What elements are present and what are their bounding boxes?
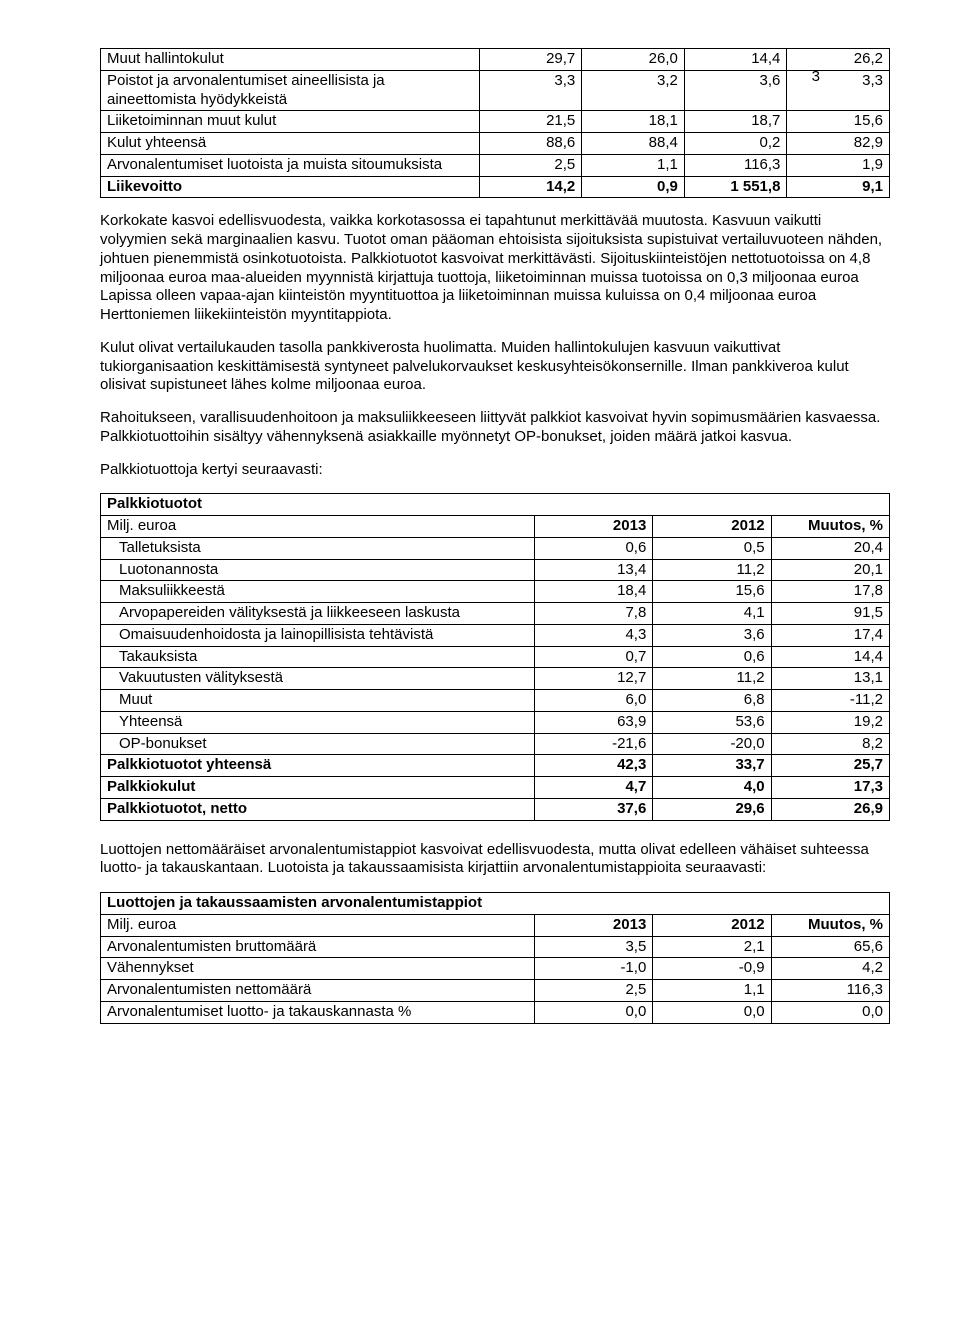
- table-row: Arvopapereiden välityksestä ja liikkeese…: [101, 603, 890, 625]
- table-row: Maksuliikkeestä18,415,617,8: [101, 581, 890, 603]
- table-row: Poistot ja arvonalentumiset aineellisist…: [101, 70, 890, 111]
- table-row: Arvonalentumisten bruttomäärä3,52,165,6: [101, 936, 890, 958]
- table-header-row: Milj. euroa20132012Muutos, %: [101, 516, 890, 538]
- table-title-row: Luottojen ja takaussaamisten arvonalentu…: [101, 893, 890, 915]
- table-header-row: Milj. euroa20132012Muutos, %: [101, 914, 890, 936]
- table-row: Palkkiotuotot, netto37,629,626,9: [101, 798, 890, 820]
- table-row: Omaisuudenhoidosta ja lainopillisista te…: [101, 624, 890, 646]
- table-row: Palkkiotuotot yhteensä42,333,725,7: [101, 755, 890, 777]
- paragraph: Luottojen nettomääräiset arvonalentumist…: [100, 841, 890, 879]
- table-expenses: Muut hallintokulut29,726,014,426,2Poisto…: [100, 48, 890, 198]
- table-row: OP-bonukset-21,6-20,08,2: [101, 733, 890, 755]
- table-row: Talletuksista0,60,520,4: [101, 537, 890, 559]
- table-row: Muut6,06,8-11,2: [101, 690, 890, 712]
- table-row: Muut hallintokulut29,726,014,426,2: [101, 49, 890, 71]
- table-title-row: Palkkiotuotot: [101, 494, 890, 516]
- table-row: Vähennykset-1,0-0,94,2: [101, 958, 890, 980]
- paragraph: Kulut olivat vertailukauden tasolla pank…: [100, 339, 890, 395]
- table-row: Arvonalentumiset luotto- ja takauskannas…: [101, 1001, 890, 1023]
- table-arvonalentumistappiot: Luottojen ja takaussaamisten arvonalentu…: [100, 892, 890, 1024]
- table-row: Kulut yhteensä88,688,40,282,9: [101, 133, 890, 155]
- table-row: Yhteensä63,953,619,2: [101, 711, 890, 733]
- table-row: Liikevoitto14,20,91 551,89,1: [101, 176, 890, 198]
- paragraph: Korkokate kasvoi edellisvuodesta, vaikka…: [100, 212, 890, 325]
- paragraph: Rahoitukseen, varallisuudenhoitoon ja ma…: [100, 409, 890, 447]
- table-row: Arvonalentumiset luotoista ja muista sit…: [101, 154, 890, 176]
- table-row: Vakuutusten välityksestä12,711,213,1: [101, 668, 890, 690]
- page-number: 3: [812, 68, 820, 87]
- table-row: Arvonalentumisten nettomäärä2,51,1116,3: [101, 980, 890, 1002]
- table-row: Liiketoiminnan muut kulut21,518,118,715,…: [101, 111, 890, 133]
- table-row: Palkkiokulut4,74,017,3: [101, 777, 890, 799]
- table-row: Luotonannosta13,411,220,1: [101, 559, 890, 581]
- table-row: Takauksista0,70,614,4: [101, 646, 890, 668]
- table-palkkiotuotot: PalkkiotuototMilj. euroa20132012Muutos, …: [100, 493, 890, 820]
- paragraph: Palkkiotuottoja kertyi seuraavasti:: [100, 461, 890, 480]
